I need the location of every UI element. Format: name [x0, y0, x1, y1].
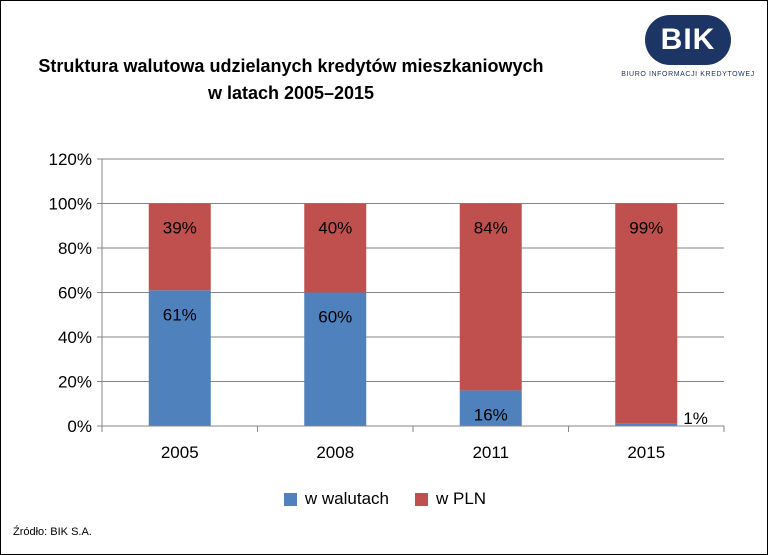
chart-title: Struktura walutowa udzielanych kredytów …: [21, 53, 561, 107]
data-label: 99%: [629, 219, 663, 238]
bik-logo: BIK BIURO INFORMACJI KREDYTOWEJ: [621, 15, 761, 87]
y-tick-label: 80%: [58, 239, 92, 258]
bar-pln: [459, 203, 522, 391]
legend-label-walutach: w walutach: [304, 489, 390, 508]
data-label: 60%: [318, 308, 352, 327]
legend-label-pln: w PLN: [436, 489, 487, 508]
legend-item-walutach: w walutach: [283, 489, 390, 509]
bik-logo-mark: BIK: [645, 15, 731, 65]
bar-pln: [615, 203, 678, 424]
x-tick-label: 2008: [316, 443, 354, 462]
y-tick-label: 120%: [49, 150, 92, 169]
x-tick-label: 2011: [472, 443, 509, 462]
data-label: 40%: [318, 219, 352, 238]
data-label: 16%: [474, 405, 508, 424]
data-label: 84%: [474, 219, 508, 238]
bar-walutach: [304, 292, 367, 426]
source-note: Źródło: BIK S.A.: [13, 526, 92, 538]
data-label: 39%: [163, 219, 197, 238]
y-tick-label: 20%: [58, 373, 92, 392]
bar-walutach: [459, 390, 522, 426]
legend: w walutach w PLN: [1, 489, 767, 509]
y-tick-label: 40%: [58, 328, 92, 347]
legend-swatch-pln: [415, 492, 429, 506]
chart-title-line-1: Struktura walutowa udzielanych kredytów …: [38, 56, 544, 76]
data-label: 1%: [683, 409, 708, 428]
bar-pln: [304, 203, 367, 293]
legend-item-pln: w PLN: [415, 489, 486, 509]
legend-swatch-walutach: [283, 492, 297, 506]
bar-walutach: [148, 290, 211, 426]
chart-title-line-2: w latach 2005–2015: [207, 83, 375, 103]
x-tick-label: 2005: [161, 443, 199, 462]
bar-pln: [148, 203, 211, 291]
y-tick-label: 60%: [58, 284, 92, 303]
y-tick-label: 0%: [67, 417, 92, 436]
data-label: 61%: [163, 305, 197, 324]
bik-logo-subtitle: BIURO INFORMACJI KREDYTOWEJ: [621, 71, 755, 78]
x-tick-label: 2015: [627, 443, 665, 462]
bar-walutach: [615, 423, 678, 426]
y-tick-label: 100%: [49, 195, 92, 214]
